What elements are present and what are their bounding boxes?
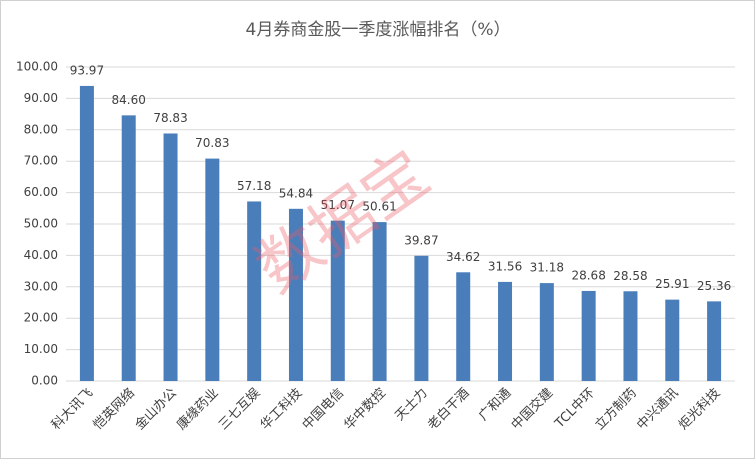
- data-label: 25.36: [697, 279, 731, 293]
- y-tick-label: 30.00: [24, 279, 58, 293]
- data-label: 34.62: [446, 250, 480, 264]
- data-label: 39.87: [404, 233, 438, 247]
- y-tick-label: 10.00: [24, 342, 58, 356]
- data-label: 28.68: [571, 268, 605, 282]
- data-label: 28.58: [613, 269, 647, 283]
- bar: [372, 222, 387, 381]
- bar: [707, 301, 722, 381]
- bar: [623, 291, 638, 381]
- data-label: 57.18: [237, 179, 271, 193]
- bar: [581, 290, 596, 381]
- data-label: 51.07: [321, 198, 355, 212]
- data-label: 54.84: [279, 186, 313, 200]
- data-label: 93.97: [70, 63, 104, 77]
- bar: [205, 158, 220, 381]
- bar: [288, 208, 303, 381]
- data-label: 25.91: [655, 277, 689, 291]
- data-label: 70.83: [195, 136, 229, 150]
- bar: [665, 299, 680, 381]
- bar: [79, 85, 94, 381]
- y-tick-label: 70.00: [24, 154, 58, 168]
- data-label: 84.60: [112, 93, 146, 107]
- data-label: 31.18: [530, 261, 564, 275]
- data-label: 78.83: [153, 111, 187, 125]
- bar: [330, 220, 345, 381]
- y-tick-label: 100.00: [16, 60, 58, 74]
- y-tick-label: 90.00: [24, 91, 58, 105]
- bar: [414, 255, 429, 381]
- y-tick-label: 60.00: [24, 185, 58, 199]
- data-label: 31.56: [488, 259, 522, 273]
- bar: [498, 281, 513, 381]
- y-tick-label: 80.00: [24, 122, 58, 136]
- y-tick-label: 50.00: [24, 217, 58, 231]
- data-label: 50.61: [362, 200, 396, 214]
- y-tick-label: 40.00: [24, 248, 58, 262]
- y-tick-label: 0.00: [31, 374, 58, 388]
- bar: [163, 133, 178, 381]
- y-tick-label: 20.00: [24, 311, 58, 325]
- bar: [539, 283, 554, 381]
- bar: [121, 115, 136, 381]
- bar: [456, 272, 471, 381]
- bar: [247, 201, 262, 381]
- chart-title: 4月券商金股一季度涨幅排名（%）: [246, 20, 511, 40]
